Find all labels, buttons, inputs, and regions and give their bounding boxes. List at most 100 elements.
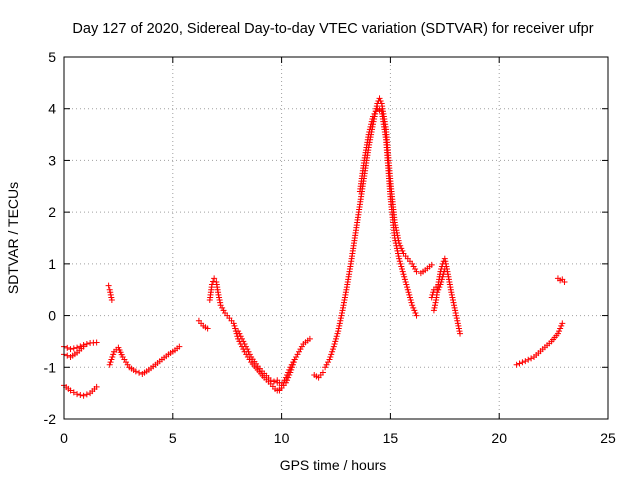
y-tick-label: 4 <box>48 101 56 117</box>
data-point <box>406 294 413 301</box>
data-point <box>432 302 439 309</box>
series-seg_p <box>513 320 566 368</box>
data-point <box>403 281 410 288</box>
y-tick-label: 5 <box>48 49 56 65</box>
data-point <box>558 322 565 329</box>
data-point <box>451 302 458 309</box>
y-tick-label: -1 <box>44 359 57 375</box>
data-point <box>336 320 343 327</box>
data-point <box>410 304 417 311</box>
data-point <box>516 360 523 367</box>
data-point <box>270 378 277 385</box>
data-point <box>428 261 435 268</box>
data-point <box>365 131 372 138</box>
series-seg_m <box>356 105 420 319</box>
y-tick-label: -2 <box>44 411 57 427</box>
data-point <box>108 356 115 363</box>
data-point <box>398 263 405 270</box>
data-point <box>107 289 114 296</box>
data-point <box>431 304 438 311</box>
data-point <box>455 322 462 329</box>
data-point <box>401 273 408 280</box>
data-point <box>278 382 285 389</box>
data-point <box>337 317 344 324</box>
data-point <box>453 312 460 319</box>
data-point <box>457 330 464 337</box>
data-point <box>441 266 448 273</box>
data-point <box>106 361 113 368</box>
data-point <box>281 377 288 384</box>
data-point <box>397 260 404 267</box>
data-point <box>74 391 81 398</box>
data-point <box>438 278 445 285</box>
data-point <box>232 325 239 332</box>
series-seg_c <box>61 343 87 360</box>
data-point <box>559 320 566 327</box>
data-point <box>432 299 439 306</box>
data-point <box>330 343 337 350</box>
data-point <box>217 302 224 309</box>
data-point <box>412 266 419 273</box>
data-point <box>107 359 114 366</box>
data-point <box>451 304 458 311</box>
data-point <box>441 268 448 275</box>
y-tick-label: 1 <box>48 256 56 272</box>
data-point <box>519 359 526 366</box>
data-point <box>217 299 224 306</box>
data-point <box>455 325 462 332</box>
series-seg_a <box>61 382 100 399</box>
series-seg_j <box>274 356 298 389</box>
data-point <box>399 268 406 275</box>
data-point <box>377 97 384 104</box>
data-point <box>392 237 399 244</box>
data-point <box>296 348 303 355</box>
data-point <box>237 333 244 340</box>
data-point <box>109 353 116 360</box>
data-point <box>436 284 443 291</box>
data-point <box>286 366 293 373</box>
data-point <box>244 346 251 353</box>
data-point <box>409 302 416 309</box>
data-point <box>333 335 339 342</box>
data-point <box>336 322 343 329</box>
data-point <box>449 297 456 304</box>
x-tick-label: 0 <box>60 430 68 446</box>
data-point <box>442 258 449 265</box>
data-point <box>413 312 420 319</box>
data-point <box>245 348 252 355</box>
data-point <box>240 338 247 345</box>
data-point <box>430 307 437 314</box>
data-point <box>413 268 420 275</box>
data-point <box>329 346 336 353</box>
data-point <box>282 374 289 381</box>
data-point <box>513 361 520 368</box>
data-point <box>80 392 87 399</box>
data-point <box>391 235 398 241</box>
data-point <box>366 126 373 133</box>
data-point <box>108 297 115 304</box>
data-point <box>376 95 383 102</box>
data-point <box>176 343 183 350</box>
data-point <box>408 299 415 306</box>
data-point <box>293 353 300 360</box>
data-point <box>219 304 226 311</box>
data-point <box>323 361 330 368</box>
data-point <box>106 286 113 293</box>
data-point <box>338 312 345 319</box>
data-point <box>93 383 100 390</box>
data-point <box>395 250 402 257</box>
data-point <box>231 322 238 329</box>
data-point <box>322 364 329 371</box>
data-point <box>394 247 401 254</box>
data-point <box>337 315 344 322</box>
plot-frame <box>63 56 609 420</box>
data-point <box>456 328 463 335</box>
data-point <box>440 271 447 278</box>
data-points <box>61 95 568 399</box>
data-point <box>294 351 301 358</box>
x-axis-label: GPS time / hours <box>280 457 387 473</box>
data-point <box>368 118 375 125</box>
data-point <box>334 330 341 337</box>
data-point <box>306 335 313 342</box>
data-point <box>369 116 376 123</box>
